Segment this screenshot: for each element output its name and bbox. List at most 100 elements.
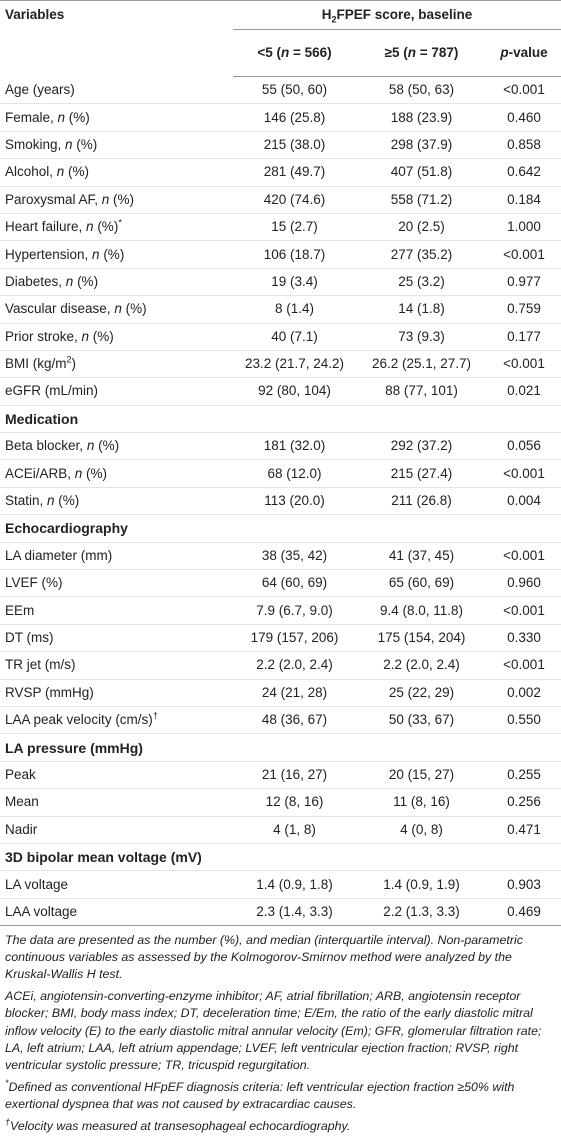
group-high-value: 298 (37.9) bbox=[390, 136, 453, 152]
variable-label: DT (ms) bbox=[5, 630, 54, 645]
pvalue-header: p-value bbox=[487, 29, 561, 77]
group-high-header: ≥5 (n = 787) bbox=[356, 29, 487, 77]
table-row: EEm 7.9 (6.7, 9.0) 9.4 (8.0, 11.8) <0.001 bbox=[0, 597, 561, 625]
group-high-value: 14 (1.8) bbox=[398, 301, 445, 317]
group-low-value: 4 (1, 8) bbox=[273, 821, 316, 837]
variable-label: LAA voltage bbox=[5, 903, 78, 919]
variable-label: Diabetes, n (%) bbox=[5, 273, 99, 289]
variable-label: EEm bbox=[5, 602, 35, 618]
group-low-value: 420 (74.6) bbox=[263, 191, 326, 207]
group-low-value: 68 (12.0) bbox=[267, 465, 322, 481]
p-value: 1.000 bbox=[507, 219, 541, 235]
group-high-value: 407 (51.8) bbox=[390, 164, 453, 180]
section-row: Medication bbox=[0, 405, 561, 433]
group-high-value: 41 (37, 45) bbox=[388, 547, 455, 563]
variable-label: Paroxysmal AF, n (%) bbox=[5, 191, 135, 207]
variable-label: Age (years) bbox=[5, 81, 75, 97]
group-high-value: 211 (26.8) bbox=[391, 493, 452, 509]
footnote-abbreviations: ACEi, angiotensin-converting-enzyme inhi… bbox=[5, 989, 542, 1072]
p-value: 0.977 bbox=[507, 273, 541, 289]
table-row: LAA voltage 2.3 (1.4, 3.3) 2.2 (1.3, 3.3) 0… bbox=[0, 898, 561, 926]
variable-label: Beta blocker, n (%) bbox=[5, 438, 120, 454]
group-low-value: 179 (157, 206) bbox=[250, 630, 339, 645]
p-value: 0.550 bbox=[507, 712, 541, 728]
group-low-value: 146 (25.8) bbox=[263, 109, 326, 125]
p-value: 0.256 bbox=[507, 794, 541, 810]
p-value: <0.001 bbox=[503, 547, 545, 563]
group-high-value: 88 (77, 101) bbox=[385, 383, 458, 399]
table-row: LA diameter (mm) 38 (35, 42) 41 (37, 45) <0… bbox=[0, 542, 561, 570]
p-value: 0.004 bbox=[507, 493, 541, 509]
p-value: 0.460 bbox=[507, 109, 541, 125]
table-row: ACEi/ARB, n (%) 68 (12.0) 215 (27.4) <0.001 bbox=[0, 460, 561, 488]
variable-label: BMI (kg/m2) bbox=[5, 354, 77, 372]
table-row: Statin, n (%) 113 (20.0) 211 (26.8) 0.004 bbox=[0, 487, 561, 515]
group-low-value: 48 (36, 67) bbox=[261, 712, 328, 728]
variable-label: Mean bbox=[5, 794, 39, 810]
group-low-value: 19 (3.4) bbox=[271, 273, 318, 289]
table-row: Mean 12 (8, 16) 11 (8, 16) 0.256 bbox=[0, 789, 561, 817]
section-heading: LA pressure (mmHg) bbox=[5, 739, 143, 756]
group-high-value: 1.4 (0.9, 1.9) bbox=[383, 876, 460, 892]
p-value: 0.759 bbox=[507, 301, 541, 317]
group-low-value: 92 (80, 104) bbox=[258, 383, 331, 399]
group-high-value: 20 (15, 27) bbox=[388, 766, 455, 782]
p-value: <0.001 bbox=[503, 356, 545, 372]
table-row: Nadir 4 (1, 8) 4 (0, 8) 0.471 bbox=[0, 816, 561, 844]
variable-label: Hypertension, n (%) bbox=[5, 246, 125, 262]
group-high-value: 277 (35.2) bbox=[390, 246, 453, 262]
section-row: LA pressure (mmHg) bbox=[0, 734, 561, 762]
section-row: Echocardiography bbox=[0, 515, 561, 543]
variable-label: Smoking, n (%) bbox=[5, 136, 98, 152]
variable-label: Statin, n (%) bbox=[5, 493, 80, 509]
variables-header: Variables bbox=[0, 0, 233, 77]
group-high-value: 292 (37.2) bbox=[390, 438, 453, 454]
p-value: 0.960 bbox=[507, 575, 541, 591]
table-row: Age (years) 55 (50, 60) 58 (50, 63) <0.001 bbox=[0, 77, 561, 104]
table-row: Peak 21 (16, 27) 20 (15, 27) 0.255 bbox=[0, 761, 561, 789]
table-row: LA voltage 1.4 (0.9, 1.8) 1.4 (0.9, 1.9) 0.… bbox=[0, 871, 561, 899]
group-low-value: 24 (21, 28) bbox=[261, 684, 328, 700]
group-low-value: 7.9 (6.7, 9.0) bbox=[256, 602, 333, 618]
group-high-value: 50 (33, 67) bbox=[388, 712, 455, 728]
table-row: Heart failure, n (%)* 15 (2.7) 20 (2.5) 1.0… bbox=[0, 213, 561, 241]
variable-label: Peak bbox=[5, 766, 36, 782]
group-high-value: 25 (22, 29) bbox=[388, 684, 455, 700]
group-high-value: 215 (27.4) bbox=[390, 465, 453, 481]
group-low-value: 64 (60, 69) bbox=[261, 575, 328, 591]
variable-label: TR jet (m/s) bbox=[5, 657, 76, 673]
score-group-header: H2FPEF score, baseline bbox=[233, 0, 561, 30]
p-value: <0.001 bbox=[503, 246, 545, 262]
group-low-value: 8 (1.4) bbox=[274, 301, 315, 317]
p-value: 0.056 bbox=[507, 438, 541, 454]
header-row-2: <5 (n = 566) ≥5 (n = 787) p-value bbox=[0, 29, 561, 77]
variable-label: ACEi/ARB, n (%) bbox=[5, 465, 108, 481]
variable-label: Nadir bbox=[5, 821, 38, 837]
table-row: LVEF (%) 64 (60, 69) 65 (60, 69) 0.960 bbox=[0, 570, 561, 597]
footnote-star: *Defined as conventional HFpEF diagnosis… bbox=[5, 1077, 515, 1111]
table-row: Vascular disease, n (%) 8 (1.4) 14 (1.8) 0.… bbox=[0, 296, 561, 324]
table-row: Prior stroke, n (%) 40 (7.1) 73 (9.3) 0.177 bbox=[0, 323, 561, 351]
group-low-value: 181 (32.0) bbox=[263, 438, 326, 454]
variable-label: Female, n (%) bbox=[5, 109, 90, 125]
table-row: Paroxysmal AF, n (%) 420 (74.6) 558 (71.2)… bbox=[0, 186, 561, 214]
variable-label: Alcohol, n (%) bbox=[5, 164, 90, 180]
group-high-value: 4 (0, 8) bbox=[400, 821, 443, 837]
variable-label: LAA peak velocity (cm/s)† bbox=[5, 710, 158, 728]
section-heading: Medication bbox=[5, 410, 79, 427]
table-row: Hypertension, n (%) 106 (18.7) 277 (35.2) <… bbox=[0, 241, 561, 269]
variable-label: RVSP (mmHg) bbox=[5, 684, 94, 700]
table-row: TR jet (m/s) 2.2 (2.0, 2.4) 2.2 (2.0, 2.4)… bbox=[0, 652, 561, 680]
group-low-value: 15 (2.7) bbox=[271, 219, 318, 235]
p-value: 0.255 bbox=[507, 766, 541, 782]
group-low-value: 38 (35, 42) bbox=[261, 547, 328, 563]
table-row: Smoking, n (%) 215 (38.0) 298 (37.9) 0.858 bbox=[0, 131, 561, 159]
group-low-header: <5 (n = 566) bbox=[233, 29, 356, 77]
group-low-value: 113 (20.0) bbox=[264, 493, 325, 509]
p-value: 0.471 bbox=[507, 821, 541, 837]
group-low-value: 23.2 (21.7, 24.2) bbox=[244, 356, 345, 372]
variable-label: Prior stroke, n (%) bbox=[5, 328, 114, 344]
section-heading: 3D bipolar mean voltage (mV) bbox=[5, 849, 202, 866]
variable-label: eGFR (mL/min) bbox=[5, 383, 99, 399]
